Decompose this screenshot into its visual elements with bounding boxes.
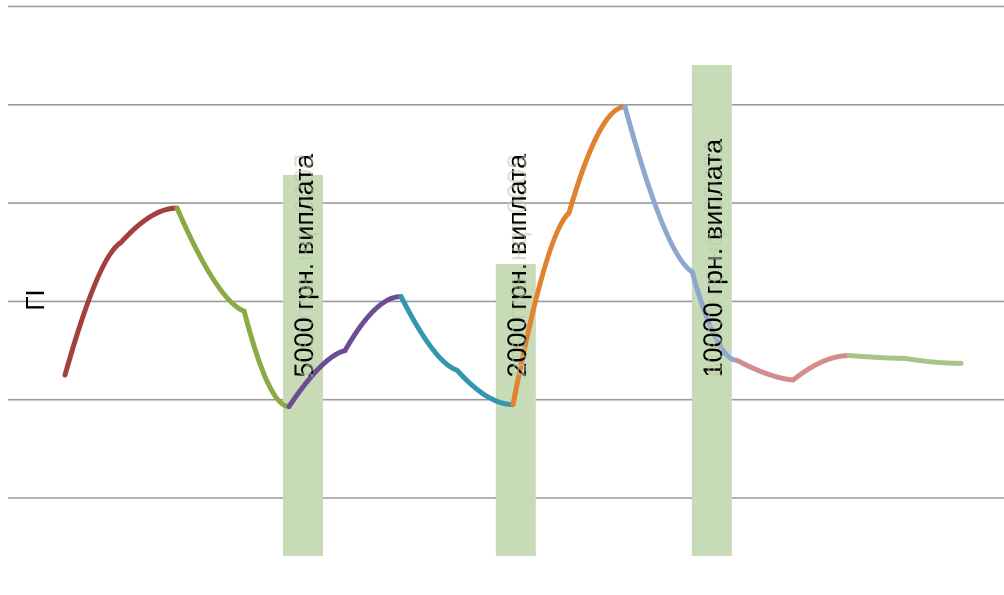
series-segment [510, 104, 628, 408]
series-segment [622, 104, 740, 363]
series-segment [846, 352, 964, 366]
series-lines [62, 104, 964, 410]
annotation-reflection: 10000 грн. виплата [698, 139, 728, 379]
annotation-label: 5000 грн. виплата [289, 153, 319, 378]
annotation-band [495, 264, 536, 556]
annotation-bands [283, 65, 732, 556]
series-segment [62, 205, 180, 378]
series-segment [734, 352, 852, 383]
annotation-label: 10000 грн. виплата [698, 138, 728, 378]
annotation-band [283, 175, 323, 556]
y-axis-label: ГІ [20, 289, 50, 310]
annotation-band [691, 65, 732, 556]
annotation-label: 2000 грн. виплата [502, 153, 532, 378]
annotation-reflection: 5000 грн. виплата [289, 154, 319, 379]
series-segment [174, 205, 292, 410]
annotation-reflection: 2000 грн. виплата [502, 154, 532, 379]
